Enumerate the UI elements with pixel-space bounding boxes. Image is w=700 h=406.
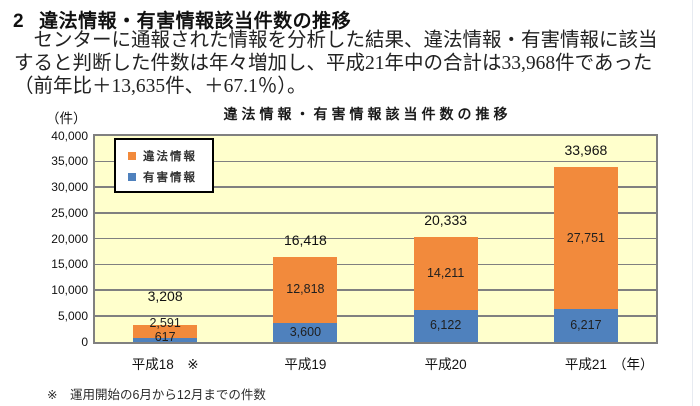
bar-segment	[273, 322, 338, 342]
y-tick-label: 15,000	[51, 257, 88, 272]
segment-value-label: 12,818	[286, 282, 325, 297]
x-category-label: 平成21	[564, 357, 607, 372]
total-value-label: 16,418	[283, 231, 327, 248]
bar-segment	[413, 236, 478, 310]
y-axis-unit: （件）	[46, 111, 87, 126]
gridline	[95, 315, 656, 317]
y-tick-label: 30,000	[51, 180, 88, 194]
x-category-label: 平成18 ※	[131, 357, 199, 372]
y-tick-label: 20,000	[51, 231, 88, 246]
segment-value-label: 6,217	[570, 318, 602, 332]
legend-swatch	[128, 172, 136, 181]
legend-item: 違法情報	[128, 145, 212, 166]
chart-legend: 違法情報 有害情報	[114, 138, 214, 193]
gridline	[95, 263, 656, 265]
chart-footnote: ※ 運用開始の6月から12月までの件数	[47, 388, 266, 402]
total-value-label: 3,208	[147, 287, 183, 304]
segment-value-label: 3,600	[289, 324, 322, 339]
y-tick-label: 25,000	[51, 205, 88, 220]
total-value-label: 33,968	[564, 141, 608, 158]
bar-segment	[273, 256, 338, 323]
segment-value-label: 617	[154, 329, 176, 344]
segment-value-label: 14,211	[426, 265, 465, 280]
section-heading: 2 違法情報・有害情報該当件数の推移	[13, 6, 351, 33]
y-tick-label: 40,000	[51, 128, 88, 143]
body-line: すると判断した件数は年々増加し、平成21年中の合計は33,968件であった	[14, 53, 653, 74]
x-category-label: 平成20	[424, 357, 467, 372]
gridline	[95, 237, 656, 240]
y-tick-label: 5,000	[57, 308, 88, 323]
body-line: （前年比＋13,635件、＋67.1％）。	[14, 76, 307, 97]
y-axis-ticks: 0 5,000 10,000 15,000 20,000 25,000 30,000 35,0…	[20, 129, 88, 349]
legend-label: 違法情報	[143, 150, 197, 163]
y-tick-label: 0	[81, 334, 88, 349]
gridline	[95, 186, 656, 188]
page-edge-line	[692, 0, 693, 406]
segment-value-label: 6,122	[429, 318, 462, 333]
chart-title: 違法情報・有害情報該当件数の推移	[223, 106, 512, 122]
y-tick-label: 10,000	[51, 283, 88, 297]
section-title: 違法情報・有害情報該当件数の推移	[39, 11, 352, 32]
segment-value-label: 2,591	[149, 315, 181, 330]
x-axis-labels: （年） 平成18 ※ 平成19 平成20 平成21	[95, 353, 656, 372]
bar-segment	[133, 338, 198, 342]
body-line: センターに通報された情報を分析した結果、違法情報・有害情報に該当	[14, 30, 658, 51]
section-number: 2	[13, 11, 25, 32]
body-paragraph: センターに通報された情報を分析した結果、違法情報・有害情報に該当 すると判断した…	[14, 29, 658, 98]
gridline	[95, 212, 656, 214]
x-axis-unit: （年）	[613, 357, 654, 372]
gridline	[95, 160, 656, 162]
total-value-label: 20,333	[424, 211, 468, 228]
bar-segment	[553, 166, 618, 310]
legend-label: 有害情報	[143, 171, 197, 184]
x-category-label: 平成19	[284, 357, 327, 372]
bar-segment	[553, 309, 618, 342]
legend-item: 有害情報	[128, 166, 212, 187]
segment-value-label: 27,751	[566, 230, 605, 245]
bar-segment	[133, 325, 198, 339]
legend-swatch	[128, 151, 136, 160]
gridline	[95, 289, 656, 291]
y-tick-label: 35,000	[51, 154, 88, 169]
bar-segment	[413, 309, 478, 342]
